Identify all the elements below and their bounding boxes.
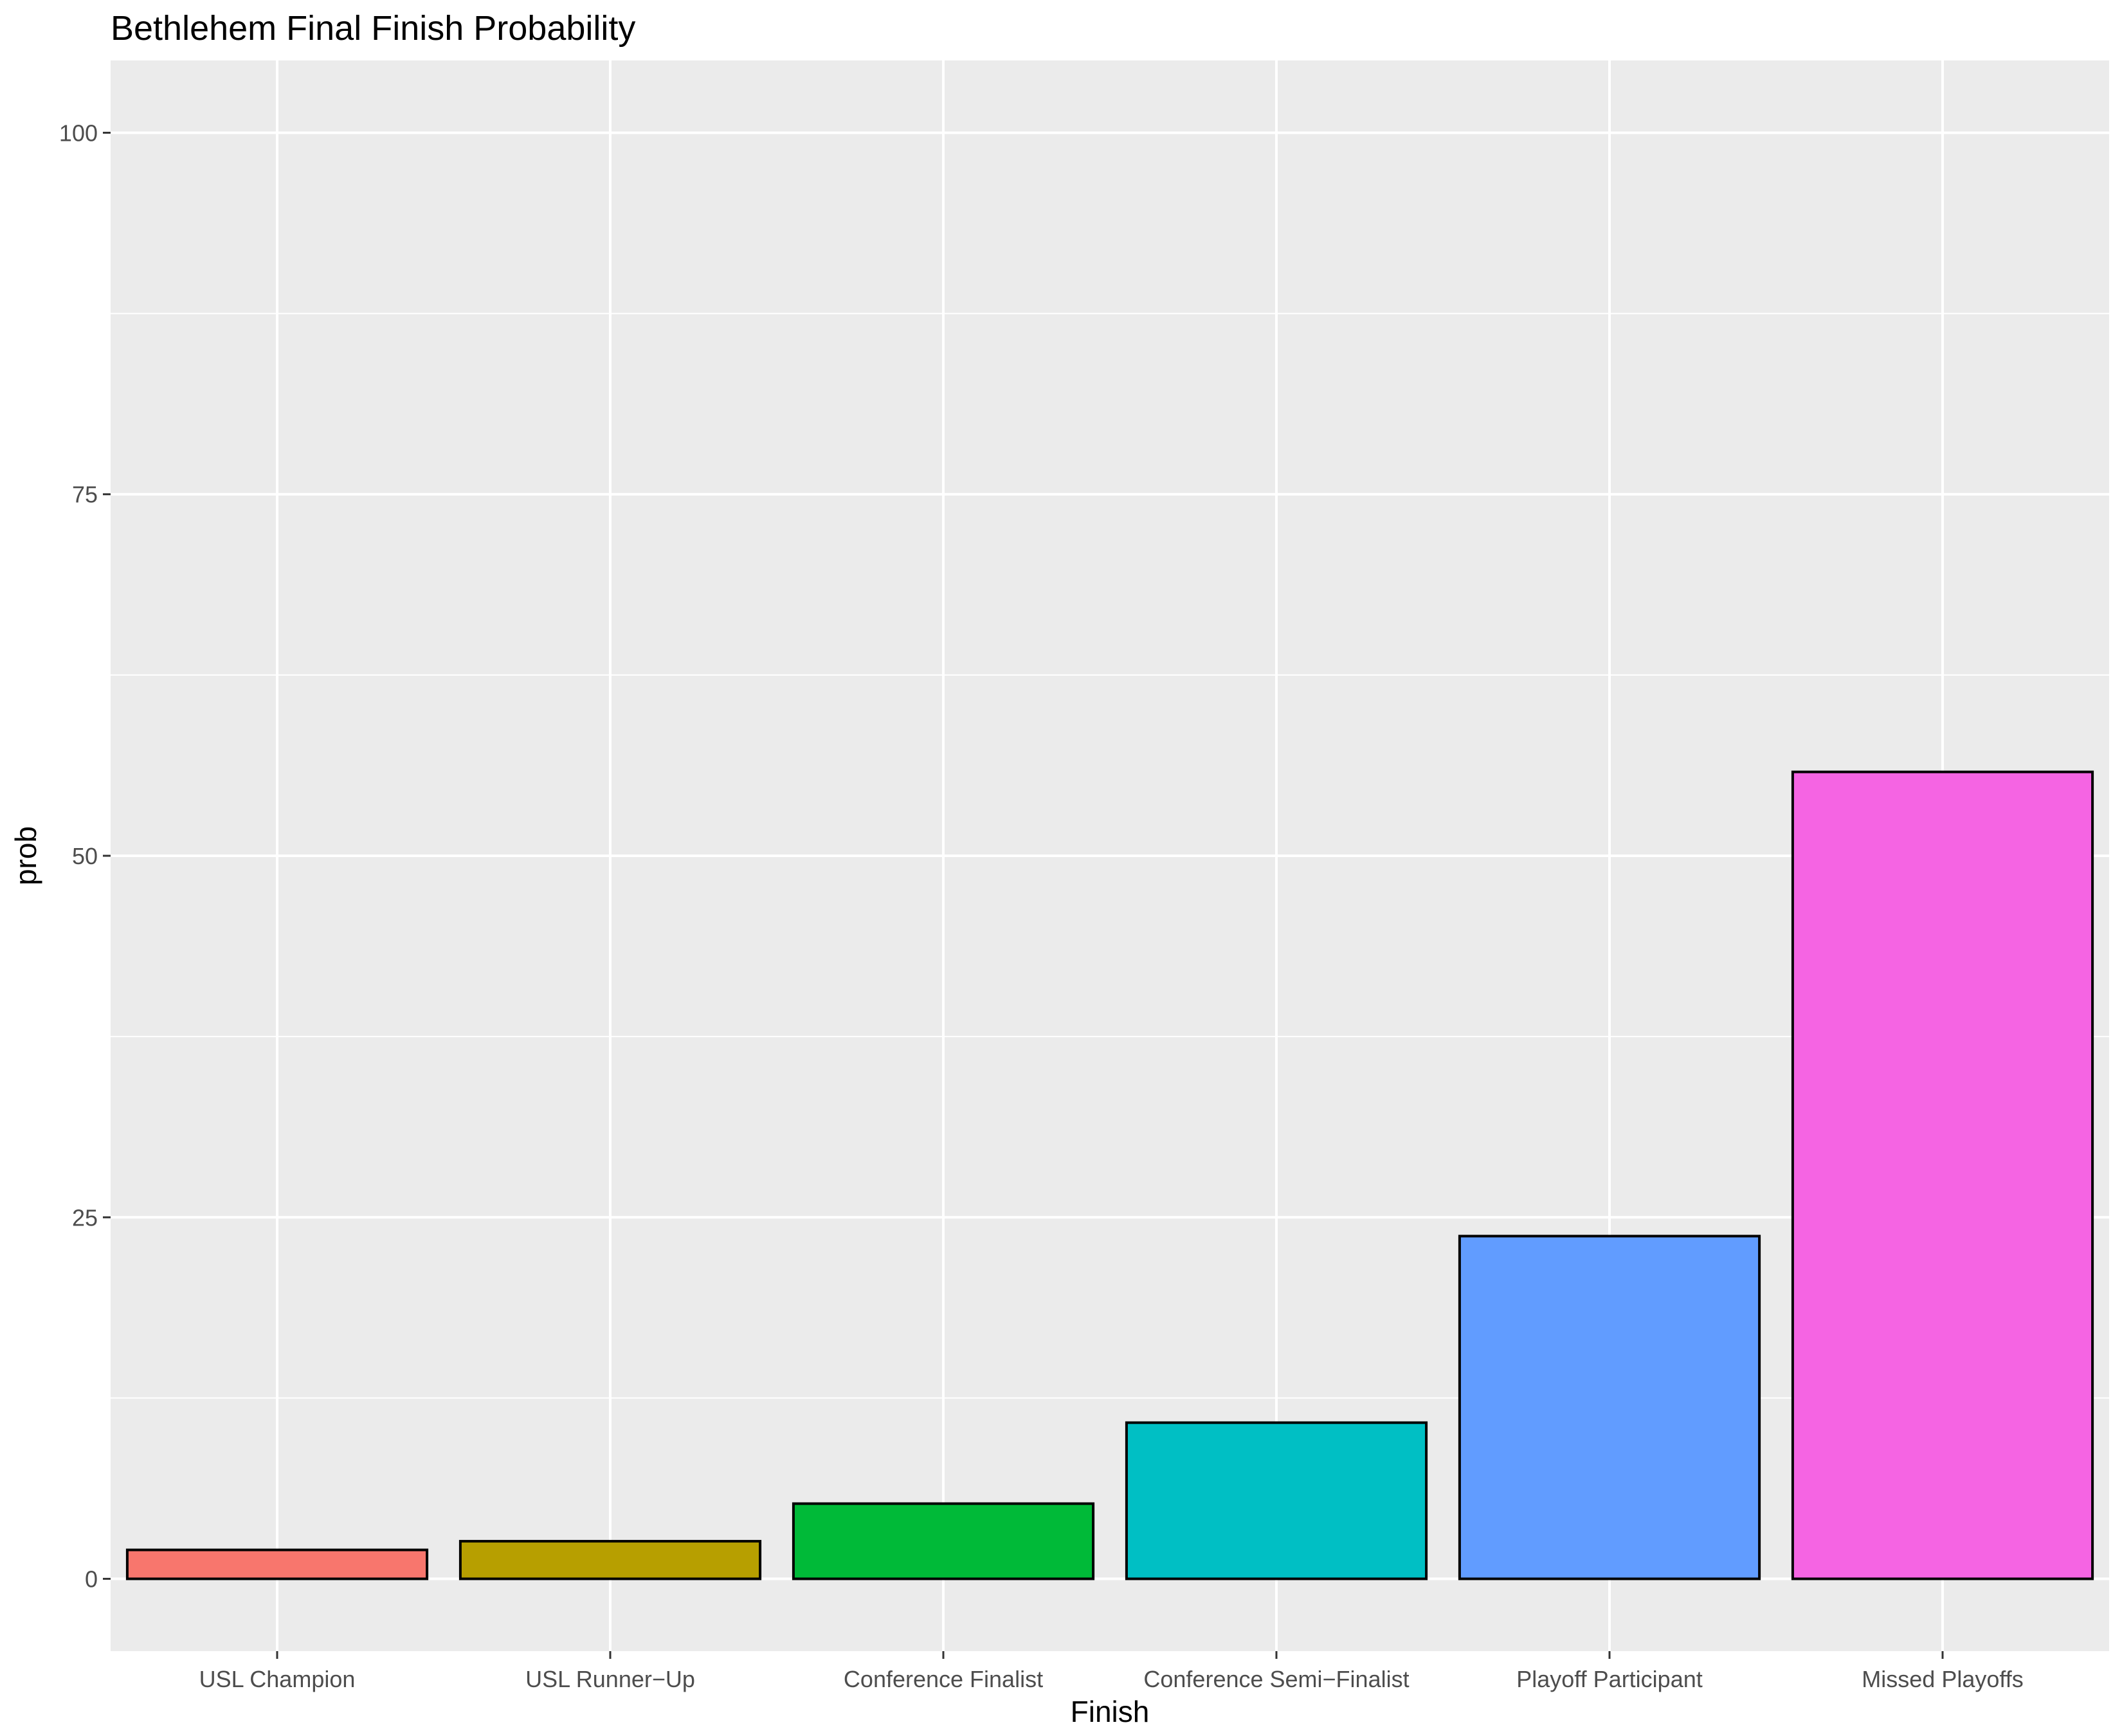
x-tick-label: Playoff Participant	[1516, 1666, 1703, 1692]
y-tick-label: 0	[85, 1566, 98, 1593]
x-tick-label: USL Champion	[199, 1666, 356, 1692]
y-axis-title: prob	[9, 826, 42, 885]
minor-gridlines	[111, 312, 2109, 1399]
chart-title: Bethlehem Final Finish Probability	[111, 9, 635, 48]
bar-6	[1791, 770, 2094, 1580]
x-axis-title: Finish	[1071, 1695, 1150, 1728]
y-tick-label: 75	[72, 482, 98, 508]
bars	[125, 770, 2094, 1580]
bar-2	[458, 1540, 762, 1580]
x-tick-label: Missed Playoffs	[1862, 1666, 2023, 1692]
x-axis-ticks: USL Champion USL Runner−Up Conference Fina…	[199, 1651, 2024, 1692]
x-tick-label: USL Runner−Up	[525, 1666, 695, 1692]
y-axis-ticks: 0 25 50 75 100	[59, 120, 111, 1593]
x-tick-label: Conference Semi−Finalist	[1143, 1666, 1409, 1692]
bar-5	[1458, 1234, 1761, 1580]
bar-1	[125, 1548, 429, 1580]
y-tick-label: 100	[59, 120, 98, 146]
bar-4	[1125, 1421, 1428, 1580]
y-tick-label: 50	[72, 843, 98, 869]
y-tick-label: 25	[72, 1204, 98, 1231]
bar-3	[792, 1502, 1095, 1580]
x-tick-label: Conference Finalist	[844, 1666, 1043, 1692]
